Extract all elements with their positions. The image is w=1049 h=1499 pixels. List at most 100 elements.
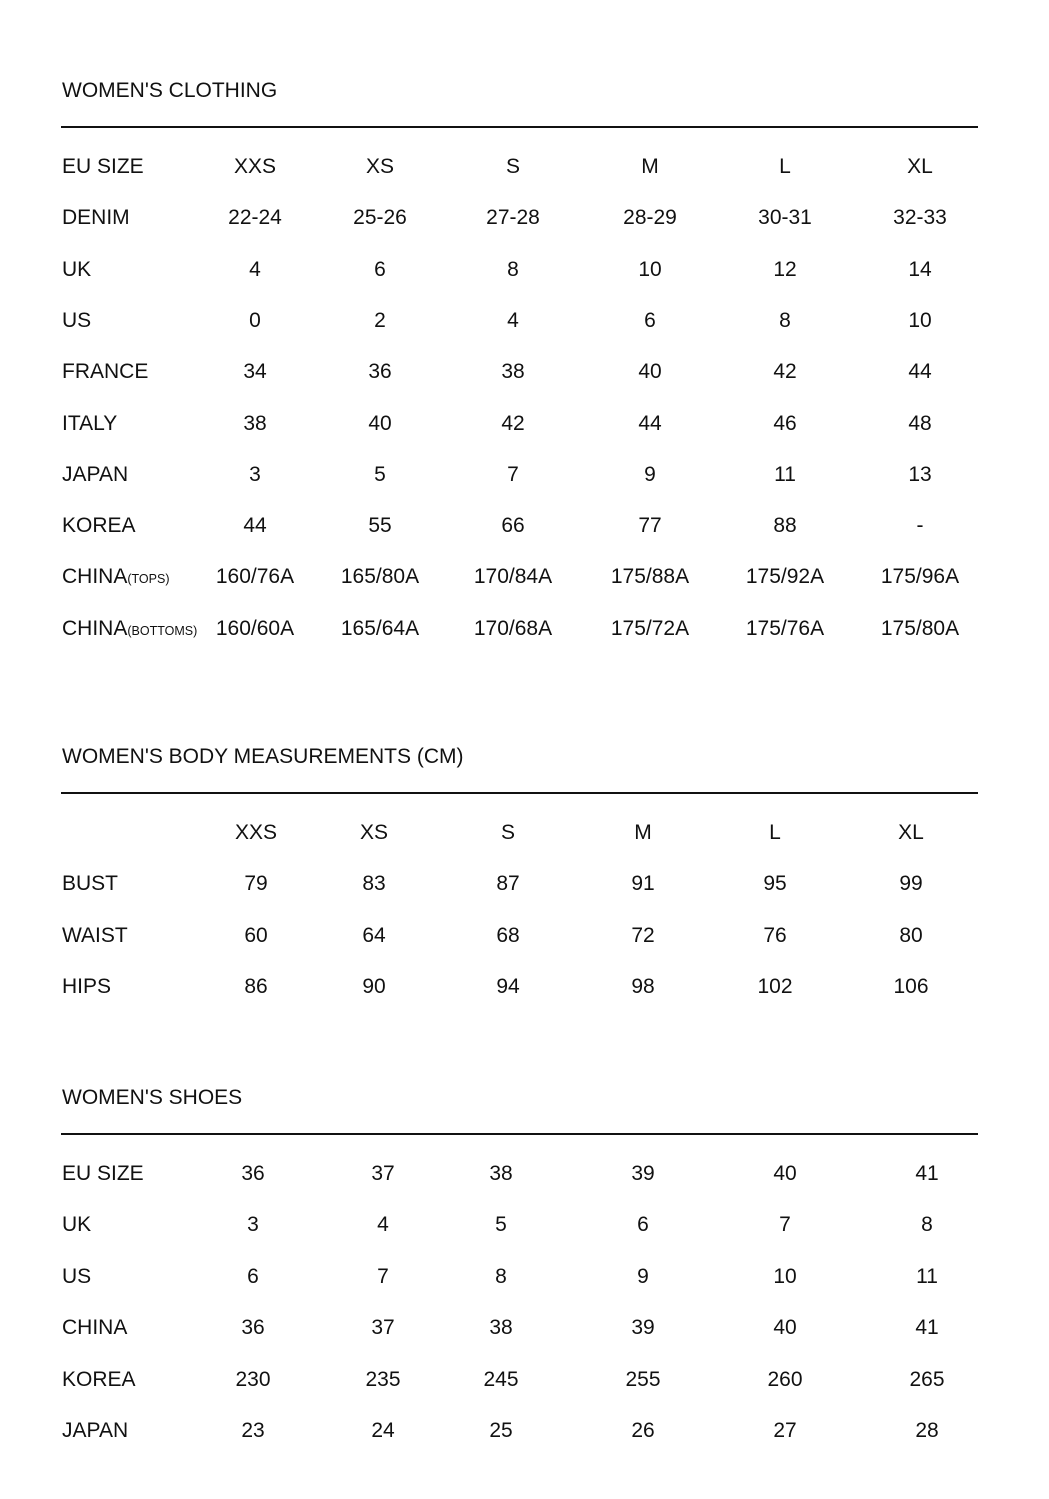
section-divider xyxy=(61,792,978,794)
row-label-text: US xyxy=(62,308,92,332)
table-cell: 40 xyxy=(773,1316,797,1340)
table-cell: 165/64A xyxy=(340,616,420,640)
table-cell: 86 xyxy=(244,975,268,999)
row-label: US xyxy=(62,1265,91,1289)
table-cell: 5 xyxy=(495,1213,507,1237)
table-cell: 6 xyxy=(644,308,656,332)
table-cell: 36 xyxy=(241,1316,265,1340)
table-cell: 87 xyxy=(496,872,520,896)
table-cell: 160/76A xyxy=(215,565,295,589)
row-label: HIPS xyxy=(62,975,111,999)
table-cell: L xyxy=(769,821,781,844)
table-cell: 10 xyxy=(908,308,932,332)
section-divider xyxy=(61,1133,978,1135)
table-cell: 165/80A xyxy=(340,565,420,589)
row-label-text: KOREA xyxy=(62,1367,136,1391)
table-cell: 37 xyxy=(371,1316,395,1340)
table-cell: 0 xyxy=(249,308,261,332)
table-cell: M xyxy=(641,155,659,178)
row-label-text: JAPAN xyxy=(62,462,129,486)
section-title: WOMEN'S CLOTHING xyxy=(62,79,278,102)
table-cell: XL xyxy=(898,821,924,844)
table-cell: 77 xyxy=(638,514,662,538)
table-cell: 40 xyxy=(368,411,392,435)
table-cell: 40 xyxy=(638,360,662,384)
table-cell: 42 xyxy=(773,360,797,384)
table-cell: 91 xyxy=(631,872,655,896)
row-label-text: DENIM xyxy=(62,206,130,230)
table-cell: 68 xyxy=(496,923,520,947)
table-cell: 79 xyxy=(244,872,268,896)
table-cell: 60 xyxy=(244,923,268,947)
table-cell: 55 xyxy=(368,514,392,538)
table-cell: 28 xyxy=(915,1419,939,1442)
table-cell: 28-29 xyxy=(623,206,677,230)
table-cell: 24 xyxy=(371,1419,395,1442)
table-cell: 10 xyxy=(773,1264,797,1288)
row-label-text: BUST xyxy=(62,872,119,896)
table-cell: 38 xyxy=(489,1316,513,1340)
table-cell: 8 xyxy=(495,1264,507,1288)
table-cell: XXS xyxy=(233,155,277,178)
section-title: WOMEN'S SHOES xyxy=(62,1086,243,1109)
table-cell: 175/76A xyxy=(745,616,825,640)
table-cell: 102 xyxy=(757,975,793,999)
table-cell: 80 xyxy=(899,923,923,947)
table-cell: 39 xyxy=(631,1162,655,1185)
row-label-text: UK xyxy=(62,257,92,281)
table-cell: 245 xyxy=(483,1367,519,1391)
table-cell: 32-33 xyxy=(893,206,947,230)
table-cell: 265 xyxy=(909,1367,945,1391)
table-cell: 3 xyxy=(249,462,261,486)
table-cell: XL xyxy=(907,155,933,178)
row-label-text: CHINA xyxy=(62,1316,128,1340)
table-cell: 6 xyxy=(637,1213,649,1237)
table-cell: 27 xyxy=(773,1419,797,1442)
row-label-text: WAIST xyxy=(62,923,128,947)
table-cell: 12 xyxy=(773,257,797,281)
row-label-text: EU SIZE xyxy=(62,155,144,178)
table-cell: 14 xyxy=(908,257,932,281)
section-title: WOMEN'S BODY MEASUREMENTS (CM) xyxy=(62,745,464,768)
table-cell: 25 xyxy=(489,1419,513,1442)
table-cell: 175/80A xyxy=(880,616,960,640)
table-cell: 46 xyxy=(773,411,797,435)
row-label-text: CHINA xyxy=(62,565,128,589)
table-cell: 106 xyxy=(893,975,929,999)
row-label: US xyxy=(62,309,91,333)
table-cell: 8 xyxy=(921,1213,933,1237)
table-cell: 38 xyxy=(243,411,267,435)
table-cell: 7 xyxy=(507,462,519,486)
table-cell: 41 xyxy=(915,1316,939,1340)
table-cell: - xyxy=(916,514,924,538)
table-cell: 95 xyxy=(763,872,787,896)
table-cell: 11 xyxy=(916,1264,938,1288)
row-label-qualifier: (BOTTOMS) xyxy=(127,623,198,638)
table-cell: 170/68A xyxy=(473,616,553,640)
table-cell: 235 xyxy=(365,1367,401,1391)
table-cell: 255 xyxy=(625,1367,661,1391)
table-cell: 42 xyxy=(501,411,525,435)
table-cell: 30-31 xyxy=(758,206,812,230)
table-cell: S xyxy=(500,821,516,844)
table-cell: 4 xyxy=(507,308,519,332)
table-cell: 36 xyxy=(368,360,392,384)
table-cell: 44 xyxy=(243,514,267,538)
row-label-text: FRANCE xyxy=(62,360,149,384)
table-cell: 2 xyxy=(374,308,386,332)
table-cell: 48 xyxy=(908,411,932,435)
row-label-text: US xyxy=(62,1264,92,1288)
table-cell: 39 xyxy=(631,1316,655,1340)
row-label: FRANCE xyxy=(62,360,148,384)
table-cell: 34 xyxy=(243,360,267,384)
row-label-text: EU SIZE xyxy=(62,1162,144,1185)
row-label: UK xyxy=(62,258,91,282)
row-label: CHINA(BOTTOMS) xyxy=(62,617,197,643)
row-label-text: CHINA xyxy=(62,616,128,640)
table-cell: S xyxy=(505,155,521,178)
table-cell: 5 xyxy=(374,462,386,486)
table-cell: 175/88A xyxy=(610,565,690,589)
table-cell: 8 xyxy=(507,257,519,281)
row-label: CHINA xyxy=(62,1316,127,1340)
table-cell: 4 xyxy=(377,1213,389,1237)
